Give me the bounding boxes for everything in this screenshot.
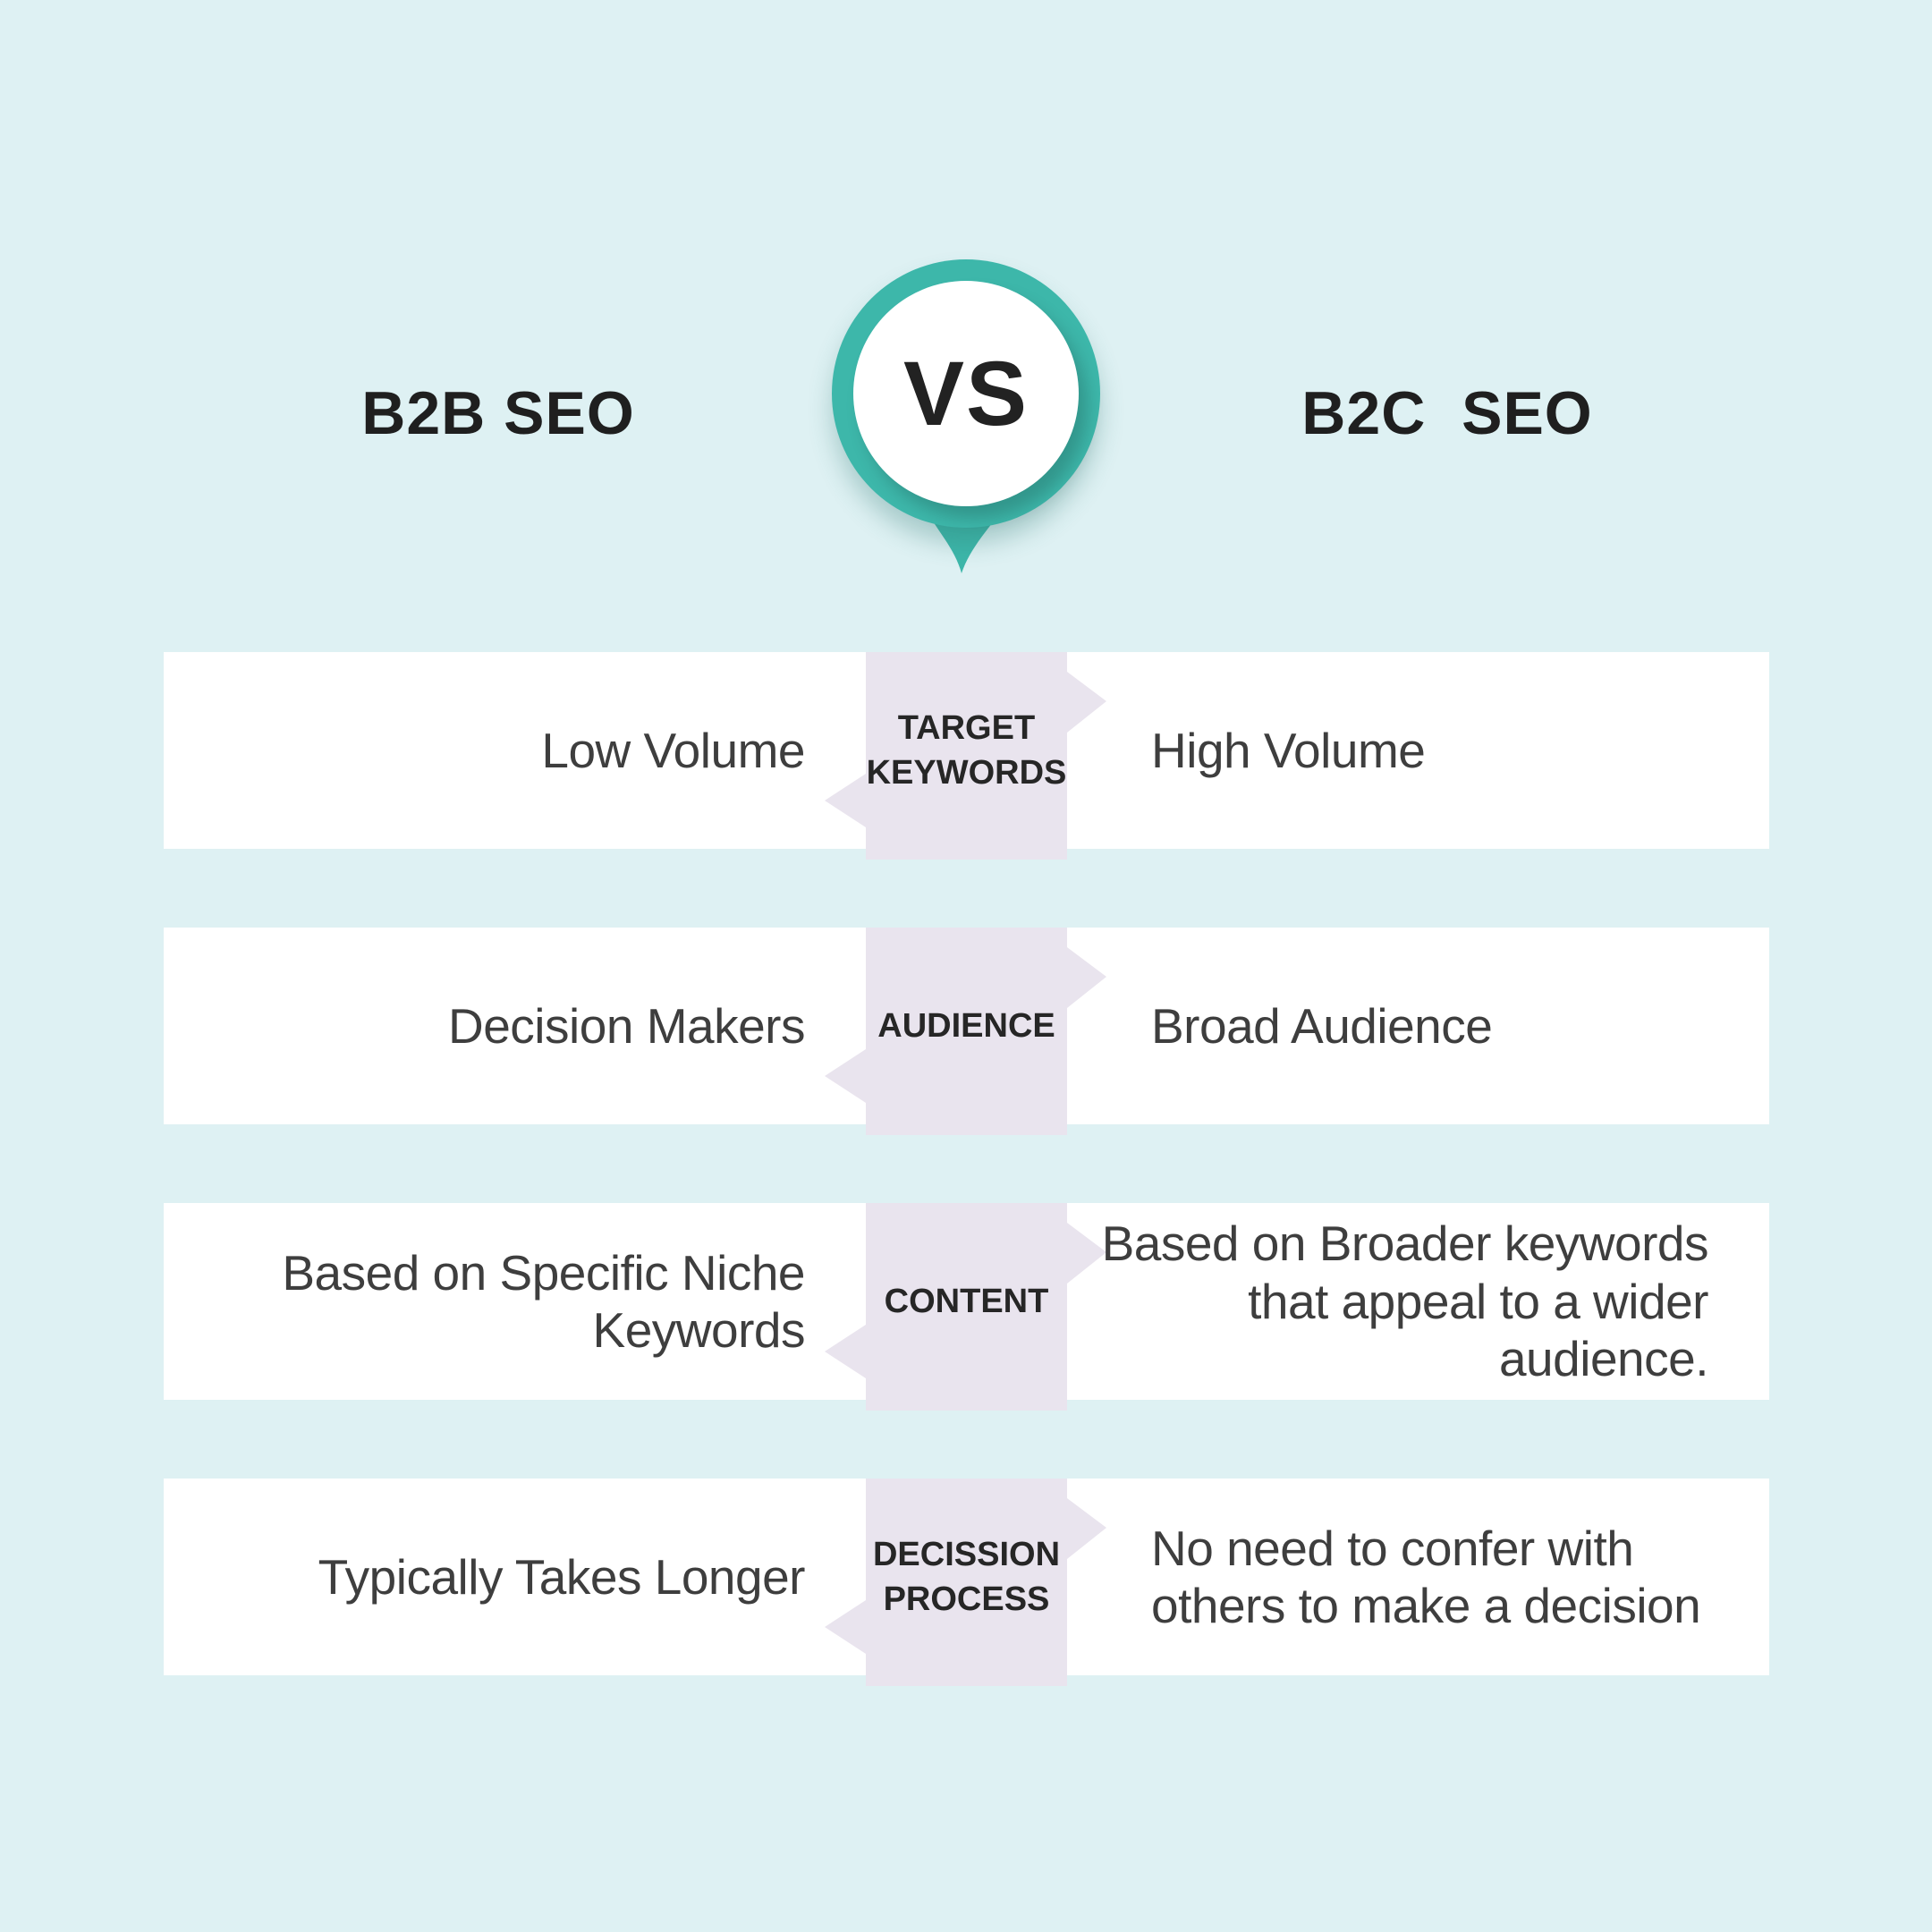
comparison-row-audience: Decision Makers AUDIENCE Broad Audience [0,928,1932,1135]
category-ribbon-icon [825,928,1106,1135]
comparison-row-target-keywords: Low Volume TARGET KEYWORDS High Volume [0,652,1932,860]
category-label: CONTENT [884,1282,1049,1320]
vs-label: VS [902,342,1030,445]
b2b-value: Typically Takes Longer [318,1548,806,1605]
category-ribbon-icon [825,1479,1106,1686]
category-label: TARGET KEYWORDS [866,708,1067,792]
comparison-row-decision-process: Typically Takes Longer DECISSION PROCESS… [0,1479,1932,1686]
b2b-seo-title: B2B SEO [361,379,635,447]
b2b-value: Based on Specific Niche Keywords [282,1244,805,1358]
comparison-row-content: Based on Specific Niche Keywords CONTENT… [0,1203,1932,1411]
b2c-value: Broad Audience [1151,997,1493,1054]
category-label: AUDIENCE [877,1006,1055,1045]
b2c-seo-title: B2C SEO [1301,379,1593,447]
b2c-value: Based on Broader keywords that appeal to… [1101,1216,1709,1387]
category-label: DECISSION PROCESS [872,1535,1061,1618]
b2c-value: No need to confer with others to make a … [1151,1520,1701,1633]
category-ribbon-icon [825,1203,1106,1411]
category-ribbon-icon [825,652,1106,860]
vs-badge-circle: VS [853,281,1079,506]
b2b-value: Decision Makers [447,997,806,1054]
b2b-value: Low Volume [541,722,805,778]
b2c-value: High Volume [1151,722,1426,778]
